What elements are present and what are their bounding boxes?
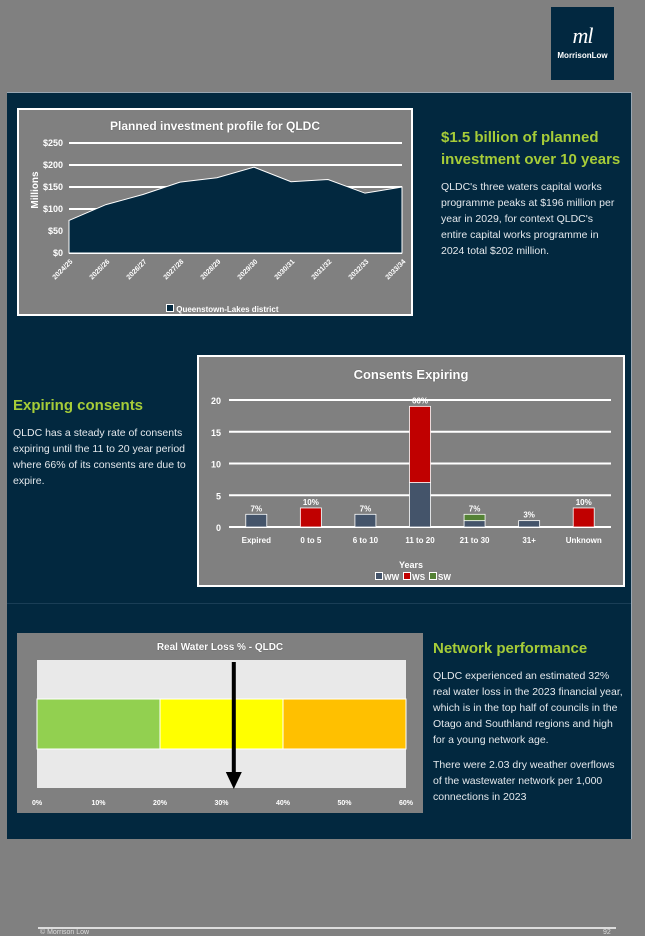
chart-title: Planned investment profile for QLDC — [109, 119, 321, 133]
x-tick: 2025/26 — [89, 258, 112, 281]
x-tick: 2028/29 — [200, 258, 223, 281]
x-tick: Unknown — [566, 536, 602, 545]
x-tick: 0 to 5 — [300, 536, 321, 545]
bar-segment-ws — [299, 507, 322, 528]
bar-segment-sw — [463, 513, 486, 522]
bar-segment-ww — [409, 482, 431, 528]
section-divider — [7, 603, 631, 604]
x-tick: 30% — [214, 800, 229, 807]
data-label: 7% — [360, 504, 372, 513]
bar-chart-plot: 0 5 10 15 20 7% Expired 10% 0 to 5 7% 6 to 10 66% 11… — [211, 396, 611, 545]
x-tick: 2024/25 — [52, 258, 75, 281]
y-tick: $250 — [43, 138, 63, 148]
network-body-1: QLDC experienced an estimated 32% real w… — [433, 670, 623, 746]
y-tick: $0 — [53, 248, 63, 258]
investment-heading: $1.5 billion of planned investment over … — [441, 129, 621, 168]
y-tick: $100 — [43, 204, 63, 214]
bar-segment-ww — [245, 513, 268, 528]
page-number: 92 — [603, 929, 611, 936]
x-tick: 2033/34 — [385, 258, 408, 281]
x-tick: 20% — [153, 800, 168, 807]
legend-swatch — [403, 572, 412, 580]
footer-copyright: © Morrison Low — [40, 929, 90, 936]
consents-body: QLDC has a steady rate of consents expir… — [13, 427, 186, 487]
x-tick: 2030/31 — [274, 258, 297, 281]
bar-segment-ww — [518, 520, 541, 528]
data-label: 10% — [576, 498, 592, 507]
y-tick: $150 — [43, 182, 63, 192]
legend-label: SW — [438, 573, 451, 582]
morrisonlow-logo: ml MorrisonLow — [551, 7, 614, 80]
legend-swatch — [166, 304, 174, 312]
gauge-band — [36, 698, 161, 750]
bar-segment-ww — [463, 520, 486, 528]
data-label: 7% — [251, 504, 263, 513]
y-tick: 0 — [216, 523, 221, 533]
x-tick: 2031/32 — [311, 258, 334, 281]
y-axis-label: Millions — [30, 171, 41, 209]
x-tick: 6 to 10 — [353, 536, 379, 545]
x-tick: 40% — [276, 800, 291, 807]
chart-title: Consents Expiring — [353, 367, 469, 382]
x-tick: 2032/33 — [348, 258, 371, 281]
legend-label: WW — [384, 573, 400, 582]
data-label: 3% — [523, 511, 535, 520]
legend-swatch — [375, 572, 384, 580]
investment-chart: Planned investment profile for QLDC $0 $5… — [17, 108, 413, 316]
content-panel: Planned investment profile for QLDC $0 $5… — [7, 92, 632, 839]
x-tick: 2027/28 — [163, 258, 186, 281]
y-tick: 10 — [211, 460, 221, 470]
area-legend: Queenstown-Lakes district — [166, 304, 278, 314]
y-tick: 5 — [216, 491, 221, 501]
y-tick: $50 — [48, 226, 63, 236]
x-tick: 11 to 20 — [405, 536, 435, 545]
bar-legend: WW WS SW — [199, 572, 623, 582]
x-axis-label: Years — [398, 560, 424, 570]
legend-label: WS — [412, 573, 426, 582]
investment-body: QLDC's three waters capital works progra… — [441, 181, 615, 257]
network-heading: Network performance — [433, 640, 588, 657]
network-body-2: There were 2.03 dry weather overflows of… — [433, 759, 615, 803]
bar-segment-ws — [409, 405, 431, 483]
network-body: QLDC experienced an estimated 32% real w… — [433, 668, 625, 814]
area-chart-plot: $0 $50 $100 $150 $200 $250 2024/25 2025/26 2026… — [30, 138, 408, 281]
y-tick: 15 — [211, 428, 221, 438]
gauge-band — [159, 698, 284, 750]
bar-segment-ww — [354, 513, 377, 528]
water-loss-chart: Real Water Loss % - QLDC 0% 10% 20% 30% 40% 5… — [17, 633, 423, 813]
logo-mark: ml — [572, 23, 594, 48]
x-tick: 31+ — [522, 536, 536, 545]
data-label: 66% — [412, 396, 428, 405]
gauge-band — [282, 698, 407, 750]
x-tick: 10% — [91, 800, 106, 807]
bar-segment-ws — [572, 507, 595, 528]
consents-heading: Expiring consents — [13, 397, 144, 414]
legend-swatch — [429, 572, 438, 580]
y-tick: $200 — [43, 160, 63, 170]
x-tick: 21 to 30 — [460, 536, 490, 545]
x-tick: 60% — [399, 800, 414, 807]
consents-chart: Consents Expiring 0 5 10 15 20 7% Expired 10% 0 … — [197, 355, 625, 587]
x-tick: 2029/30 — [237, 258, 260, 281]
data-label: 7% — [469, 504, 481, 513]
x-tick: Expired — [242, 536, 271, 545]
logo-wordmark: MorrisonLow — [557, 51, 608, 60]
x-tick: 50% — [337, 800, 352, 807]
footer-rule — [38, 927, 616, 929]
x-tick: 2026/27 — [126, 258, 149, 281]
chart-title: Real Water Loss % - QLDC — [156, 642, 284, 653]
marker-arrow-icon — [225, 772, 242, 789]
gauge-plot: 0% 10% 20% 30% 40% 50% 60% — [32, 660, 414, 807]
x-tick: 0% — [32, 800, 43, 807]
data-label: 10% — [303, 498, 319, 507]
y-tick: 20 — [211, 396, 221, 406]
legend-label: Queenstown-Lakes district — [176, 305, 279, 314]
